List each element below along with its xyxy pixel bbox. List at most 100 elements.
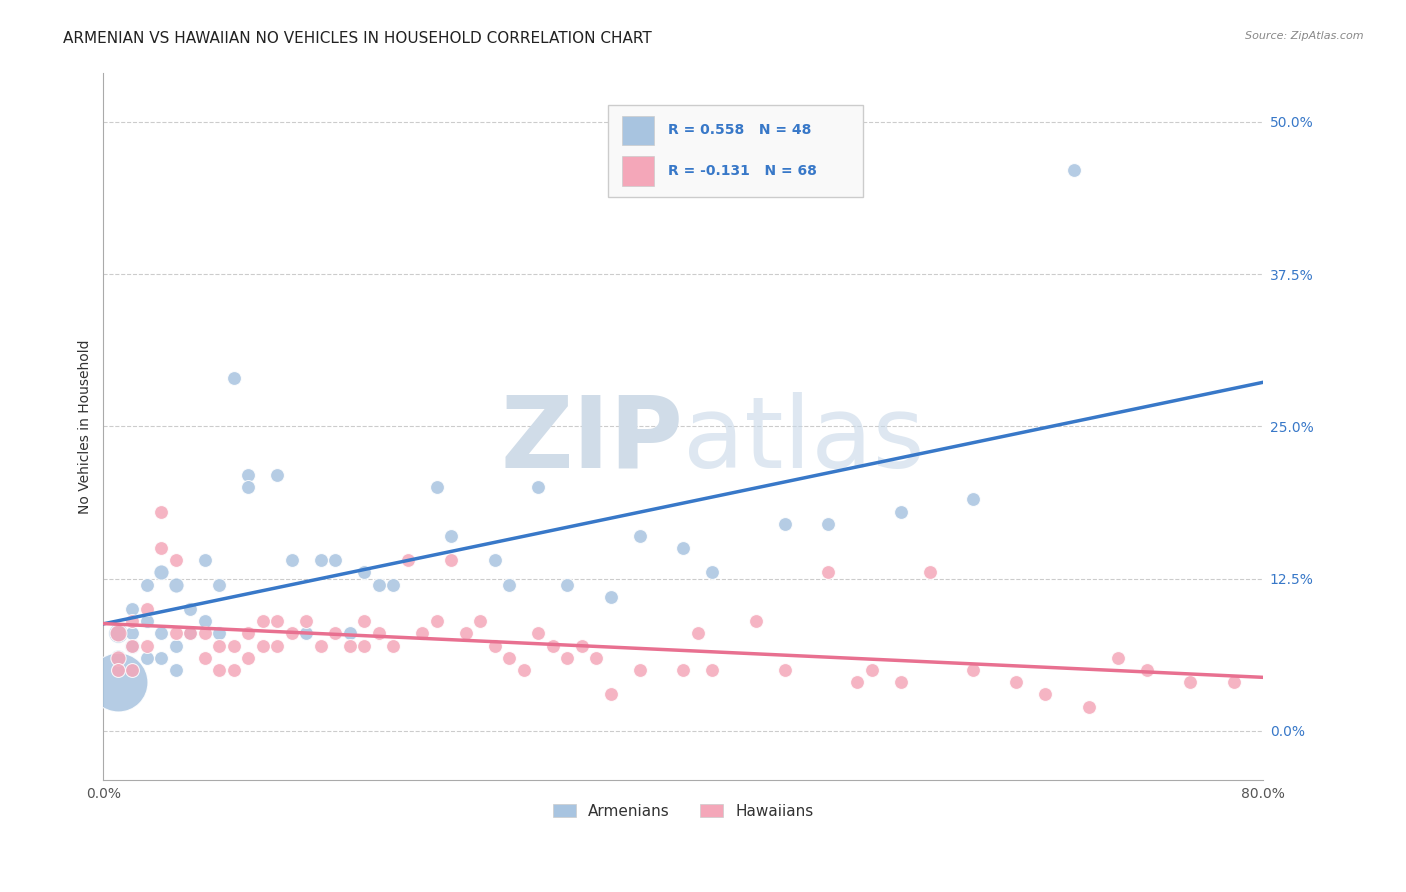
Point bbox=[323, 626, 346, 640]
Point bbox=[1136, 663, 1159, 677]
Point bbox=[846, 675, 869, 690]
Point bbox=[165, 553, 187, 567]
Point bbox=[382, 577, 405, 591]
Point bbox=[238, 468, 260, 483]
Point bbox=[440, 529, 463, 543]
Point bbox=[135, 650, 157, 665]
Point bbox=[252, 639, 274, 653]
Point bbox=[194, 626, 217, 640]
Point bbox=[179, 626, 201, 640]
Point bbox=[1180, 675, 1202, 690]
Point bbox=[222, 663, 245, 677]
Point bbox=[1005, 675, 1028, 690]
Point bbox=[339, 626, 361, 640]
Point bbox=[527, 480, 550, 494]
Point bbox=[266, 614, 288, 628]
Point bbox=[121, 639, 143, 653]
Point bbox=[1107, 650, 1129, 665]
Point bbox=[889, 675, 911, 690]
Point bbox=[222, 370, 245, 384]
Point bbox=[107, 626, 129, 640]
Point bbox=[266, 468, 288, 483]
Point bbox=[121, 614, 143, 628]
Point bbox=[512, 663, 534, 677]
Point bbox=[208, 577, 231, 591]
Point bbox=[817, 566, 839, 580]
Point bbox=[889, 505, 911, 519]
Text: atlas: atlas bbox=[683, 392, 925, 489]
Text: R = -0.131   N = 68: R = -0.131 N = 68 bbox=[668, 164, 817, 178]
Point bbox=[107, 626, 129, 640]
Point bbox=[817, 516, 839, 531]
Point bbox=[1063, 163, 1085, 178]
Point bbox=[440, 553, 463, 567]
Point bbox=[121, 639, 143, 653]
Point bbox=[686, 626, 709, 640]
FancyBboxPatch shape bbox=[607, 104, 863, 196]
Point bbox=[208, 663, 231, 677]
Point bbox=[281, 626, 304, 640]
Point bbox=[150, 505, 173, 519]
Point bbox=[1077, 699, 1099, 714]
Point bbox=[121, 602, 143, 616]
Point bbox=[179, 602, 201, 616]
Point bbox=[426, 614, 449, 628]
Point bbox=[672, 541, 695, 555]
Point bbox=[208, 639, 231, 653]
Point bbox=[599, 590, 621, 604]
Point bbox=[541, 639, 564, 653]
Point bbox=[252, 614, 274, 628]
Point bbox=[238, 626, 260, 640]
Point bbox=[309, 639, 332, 653]
Point bbox=[353, 566, 375, 580]
Point bbox=[121, 663, 143, 677]
Point bbox=[353, 639, 375, 653]
Point bbox=[744, 614, 766, 628]
Point bbox=[165, 639, 187, 653]
Point bbox=[194, 614, 217, 628]
Point bbox=[962, 663, 984, 677]
Point bbox=[165, 626, 187, 640]
Point bbox=[700, 663, 723, 677]
Point bbox=[208, 626, 231, 640]
Point bbox=[1223, 675, 1246, 690]
Point bbox=[498, 650, 520, 665]
Point bbox=[238, 650, 260, 665]
Point bbox=[266, 639, 288, 653]
Point bbox=[339, 639, 361, 653]
Point bbox=[222, 639, 245, 653]
Point bbox=[411, 626, 433, 640]
Point bbox=[150, 541, 173, 555]
Text: R = 0.558   N = 48: R = 0.558 N = 48 bbox=[668, 123, 811, 137]
Point bbox=[107, 650, 129, 665]
Point bbox=[165, 577, 187, 591]
Point bbox=[135, 602, 157, 616]
Point bbox=[367, 577, 389, 591]
Point bbox=[107, 663, 129, 677]
Point bbox=[555, 577, 578, 591]
Point bbox=[454, 626, 477, 640]
Point bbox=[396, 553, 419, 567]
Text: ARMENIAN VS HAWAIIAN NO VEHICLES IN HOUSEHOLD CORRELATION CHART: ARMENIAN VS HAWAIIAN NO VEHICLES IN HOUS… bbox=[63, 31, 652, 46]
Point bbox=[555, 650, 578, 665]
Point bbox=[860, 663, 883, 677]
Point bbox=[628, 529, 651, 543]
Point bbox=[382, 639, 405, 653]
Point bbox=[426, 480, 449, 494]
Point bbox=[295, 614, 318, 628]
Point bbox=[295, 626, 318, 640]
Point bbox=[527, 626, 550, 640]
Point bbox=[150, 626, 173, 640]
Text: ZIP: ZIP bbox=[501, 392, 683, 489]
Point bbox=[599, 687, 621, 701]
Point bbox=[194, 553, 217, 567]
Point bbox=[498, 577, 520, 591]
Point bbox=[309, 553, 332, 567]
Point bbox=[194, 650, 217, 665]
Point bbox=[165, 663, 187, 677]
Point bbox=[367, 626, 389, 640]
Point bbox=[700, 566, 723, 580]
Point bbox=[773, 663, 796, 677]
Point bbox=[238, 480, 260, 494]
Point bbox=[962, 492, 984, 507]
